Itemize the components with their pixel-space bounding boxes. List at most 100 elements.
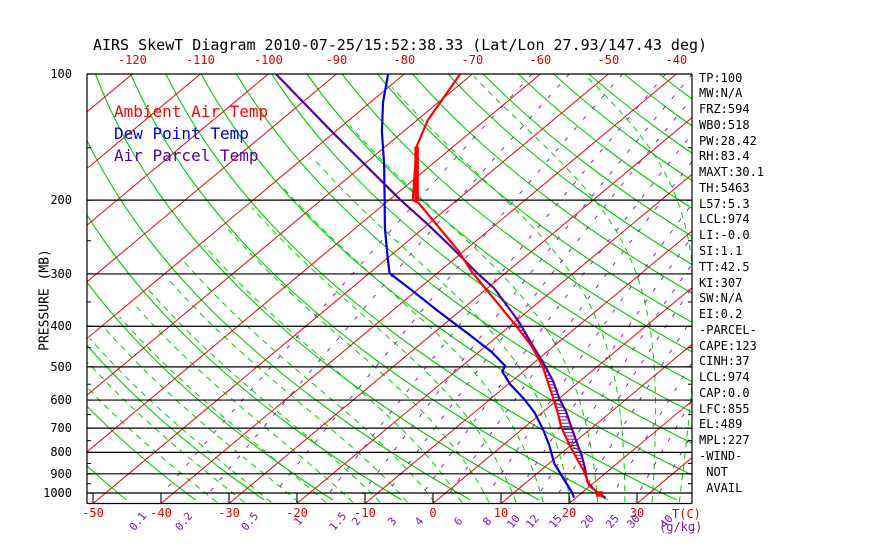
dry-adiabat-line bbox=[341, 74, 692, 353]
bottom-temp-label: -10 bbox=[354, 506, 376, 520]
bottom-temp-label: 10 bbox=[493, 506, 509, 520]
mixing-ratio-line bbox=[581, 318, 692, 495]
mixing-ratio-line bbox=[161, 74, 533, 495]
mixing-ratio-line bbox=[361, 74, 692, 495]
moist-adiabat-line bbox=[87, 361, 245, 503]
stat-line: SW:N/A bbox=[699, 291, 743, 306]
mixing-ratio-line bbox=[658, 432, 692, 495]
top-temp-label: -120 bbox=[117, 53, 147, 67]
dry-adiabat-line bbox=[306, 74, 692, 383]
stat-line: NOT bbox=[699, 464, 728, 479]
stat-line: CAP:0.0 bbox=[699, 385, 750, 400]
mixing-ratio-line bbox=[327, 74, 666, 495]
isotherm-line bbox=[87, 74, 541, 453]
stat-line: TT:42.5 bbox=[699, 259, 750, 274]
moist-adiabat-line bbox=[119, 316, 327, 503]
stat-line: SI:1.1 bbox=[699, 243, 743, 258]
dry-adiabat-line bbox=[518, 74, 692, 209]
bottom-temp-label: 30 bbox=[629, 506, 645, 520]
isotherm-line bbox=[87, 74, 337, 283]
stat-line: CAPE:123 bbox=[699, 338, 757, 353]
isotherm-line bbox=[432, 286, 692, 504]
pressure-tick-label: 500 bbox=[50, 359, 72, 374]
stat-line: TH:5463 bbox=[699, 180, 750, 195]
moist-adiabat-line bbox=[103, 327, 299, 503]
bottom-temp-label: 20 bbox=[561, 506, 577, 520]
pressure-tick-label: 800 bbox=[50, 445, 72, 460]
dry-adiabat-line bbox=[87, 465, 128, 501]
stat-line: RH:83.4 bbox=[699, 149, 750, 164]
dry-adiabat-line bbox=[87, 405, 196, 501]
moist-adiabat-line bbox=[586, 76, 692, 503]
moist-adiabat-line bbox=[251, 207, 517, 503]
axes bbox=[86, 73, 693, 505]
isotherm-line bbox=[87, 74, 473, 396]
top-temp-label: -60 bbox=[529, 53, 552, 67]
stat-line: LI:-0.0 bbox=[699, 228, 750, 243]
dry-adiabat-line bbox=[87, 213, 402, 501]
sounding-curves bbox=[275, 74, 607, 499]
moist-adiabat-line bbox=[392, 86, 626, 503]
isotherm-line bbox=[87, 74, 133, 113]
stat-line: CINH:37 bbox=[699, 354, 750, 369]
mixing-ratio-line bbox=[612, 361, 692, 495]
stat-line: L57:5.3 bbox=[699, 196, 750, 211]
pressure-tick-label: 600 bbox=[50, 393, 72, 408]
stat-line: MAXT:30.1 bbox=[699, 165, 765, 180]
stat-line: LFC:855 bbox=[699, 401, 750, 416]
isotherm-line bbox=[87, 74, 201, 170]
top-temp-label: -110 bbox=[185, 53, 215, 67]
stat-line: FRZ:594 bbox=[699, 102, 750, 117]
gridlines bbox=[0, 74, 692, 504]
dry-adiabat-line bbox=[236, 74, 692, 444]
isotherm-line bbox=[0, 74, 64, 504]
mixing-ratio-line bbox=[386, 97, 692, 495]
stat-line: -PARCEL- bbox=[699, 322, 757, 337]
dry-adiabat-line bbox=[165, 74, 677, 501]
moist-adiabat-line bbox=[313, 157, 571, 503]
page-title: AIRS SkewT Diagram 2010-07-25/15:52:38.3… bbox=[92, 36, 708, 54]
top-temp-label: -80 bbox=[393, 53, 416, 67]
stat-line: WB0:518 bbox=[699, 117, 750, 132]
mixing-ratio-line bbox=[538, 263, 692, 495]
top-temp-label: -90 bbox=[325, 53, 348, 67]
isotherm-line bbox=[92, 74, 609, 504]
dew-point-curve bbox=[380, 74, 576, 499]
moist-adiabat-line bbox=[147, 288, 381, 503]
dry-adiabat-line bbox=[553, 74, 692, 182]
moist-adiabat-line bbox=[349, 125, 599, 503]
top-temp-label: -50 bbox=[597, 53, 620, 67]
temp-unit-label: T(C) bbox=[672, 507, 701, 521]
stat-line: KI:307 bbox=[699, 275, 743, 290]
bottom-temp-label: -30 bbox=[218, 506, 240, 520]
pressure-tick-label: 100 bbox=[50, 67, 72, 81]
dry-adiabat-line bbox=[200, 74, 692, 476]
isotherm-line bbox=[296, 173, 692, 504]
bottom-temp-label: -20 bbox=[286, 506, 308, 520]
mixing-ratio-line bbox=[273, 74, 623, 495]
pressure-axis-label: PRESSURE (MB) bbox=[37, 249, 53, 351]
legend-ambient-air-temp: Ambient Air Temp bbox=[114, 102, 269, 121]
top-temp-label: -100 bbox=[253, 53, 283, 67]
mixing-ratio-unit-label: (g/kg) bbox=[659, 520, 703, 534]
mixing-ratio-line bbox=[422, 133, 692, 495]
air-parcel-curve bbox=[275, 74, 607, 499]
dry-adiabat-line bbox=[412, 74, 692, 294]
stat-line: -WIND- bbox=[699, 448, 743, 463]
bottom-temp-label: -50 bbox=[82, 506, 104, 520]
isotherm-line bbox=[87, 74, 405, 340]
dry-adiabat-line bbox=[87, 281, 334, 501]
dry-adiabat-line bbox=[94, 74, 540, 501]
stat-line: LCL:974 bbox=[699, 370, 750, 385]
stat-line: MW:N/A bbox=[699, 86, 743, 101]
stat-line: MPL:227 bbox=[699, 433, 750, 448]
isotherm-line bbox=[160, 74, 677, 504]
legend-air-parcel-temp: Air Parcel Temp bbox=[114, 146, 259, 165]
top-temp-label: -40 bbox=[665, 53, 688, 67]
pressure-tick-label: 400 bbox=[50, 319, 72, 334]
dry-adiabat-line bbox=[130, 74, 609, 501]
mixing-ratio-line bbox=[207, 74, 570, 495]
stat-line: EL:489 bbox=[699, 417, 743, 432]
mixing-ratio-line bbox=[448, 160, 692, 495]
